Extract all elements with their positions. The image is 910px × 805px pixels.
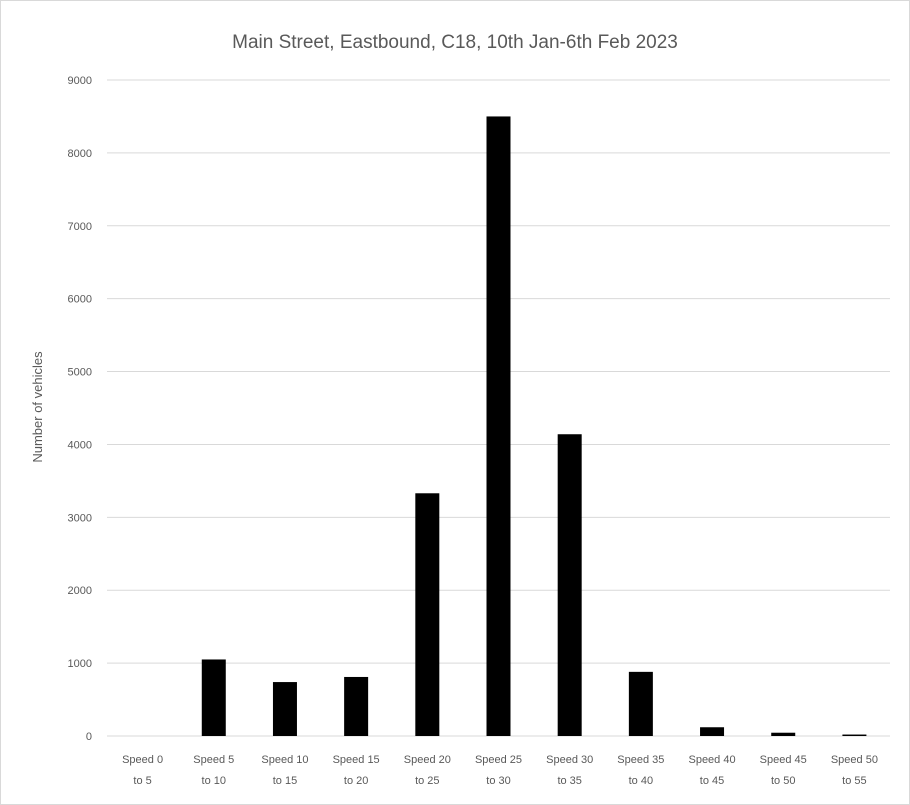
x-tick-label: to 15 xyxy=(273,775,297,787)
x-tick-label: to 55 xyxy=(842,775,866,787)
x-tick-label: Speed 30 xyxy=(546,754,593,766)
y-tick-label: 6000 xyxy=(68,294,92,306)
x-tick-label: to 35 xyxy=(557,775,581,787)
x-tick-label: Speed 25 xyxy=(475,754,522,766)
x-tick-label: Speed 35 xyxy=(617,754,664,766)
y-axis-ticks: 0 1000 2000 3000 4000 5000 6000 7000 8000 9000 xyxy=(68,75,92,743)
y-tick-label: 1000 xyxy=(68,658,92,670)
bar xyxy=(201,659,226,736)
x-tick-label: Speed 5 xyxy=(193,754,234,766)
y-tick-label: 5000 xyxy=(68,367,92,379)
bar xyxy=(557,434,582,736)
x-tick-label: Speed 45 xyxy=(760,754,807,766)
y-axis-label: Number of vehicles xyxy=(30,351,45,463)
x-tick-label: to 20 xyxy=(344,775,368,787)
y-tick-label: 3000 xyxy=(68,512,92,524)
y-tick-label: 8000 xyxy=(68,148,92,160)
bar xyxy=(486,116,511,736)
y-tick-label: 7000 xyxy=(68,221,92,233)
x-tick-label: to 40 xyxy=(629,775,653,787)
x-tick-label: to 25 xyxy=(415,775,439,787)
y-tick-label: 9000 xyxy=(68,75,92,87)
x-tick-label: to 5 xyxy=(133,775,151,787)
chart-title: Main Street, Eastbound, C18, 10th Jan-6t… xyxy=(232,32,678,53)
y-tick-label: 0 xyxy=(86,731,92,743)
x-tick-label: Speed 0 xyxy=(122,754,163,766)
bar xyxy=(700,727,725,736)
x-tick-label: Speed 10 xyxy=(261,754,308,766)
x-tick-label: to 45 xyxy=(700,775,724,787)
bar xyxy=(842,734,867,736)
x-tick-label: Speed 50 xyxy=(831,754,878,766)
bar xyxy=(628,671,653,736)
bar xyxy=(415,493,440,736)
y-tick-label: 2000 xyxy=(68,585,92,597)
x-axis-ticks: Speed 0 to 5 Speed 5 to 10 Speed 10 to 15 Spee… xyxy=(122,754,878,787)
bar xyxy=(771,732,796,736)
bar xyxy=(344,676,369,736)
x-tick-label: to 10 xyxy=(202,775,226,787)
x-tick-label: to 30 xyxy=(486,775,510,787)
x-tick-label: Speed 15 xyxy=(333,754,380,766)
bars xyxy=(201,116,867,736)
x-tick-label: to 50 xyxy=(771,775,795,787)
bar xyxy=(272,682,297,736)
y-tick-label: 4000 xyxy=(68,439,92,451)
x-tick-label: Speed 40 xyxy=(688,754,735,766)
x-tick-label: Speed 20 xyxy=(404,754,451,766)
